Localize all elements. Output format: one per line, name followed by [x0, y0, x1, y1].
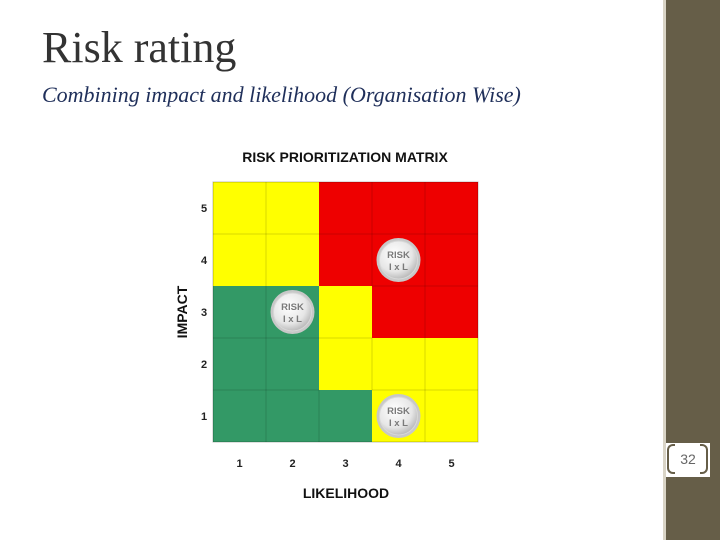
matrix-cell-yellow	[266, 182, 319, 234]
badge-circle	[379, 240, 418, 280]
matrix-cell-green	[213, 338, 266, 390]
matrix-cell-red	[319, 234, 372, 286]
y-tick-label: 2	[201, 359, 207, 371]
y-tick-label: 5	[201, 203, 207, 215]
page-number-bracket-right	[700, 444, 708, 474]
matrix-cell-yellow	[425, 390, 478, 442]
x-tick-label: 3	[342, 458, 348, 470]
matrix-cell-green	[213, 390, 266, 442]
matrix-cell-red	[319, 182, 372, 234]
x-tick-label: 2	[289, 458, 295, 470]
badge-label-bottom: I x L	[283, 314, 302, 325]
badge-label-bottom: I x L	[389, 262, 408, 273]
matrix-cell-red	[372, 286, 425, 338]
x-axis-label: LIKELIHOOD	[303, 485, 389, 501]
matrix-cell-green	[266, 390, 319, 442]
x-tick-label: 5	[448, 458, 454, 470]
badge-label-bottom: I x L	[389, 418, 408, 429]
matrix-cell-yellow	[425, 338, 478, 390]
right-bar-edge	[663, 0, 666, 540]
x-tick-label: 4	[395, 458, 402, 470]
badge-label-top: RISK	[281, 302, 304, 313]
matrix-cell-yellow	[266, 234, 319, 286]
matrix-cell-yellow	[213, 182, 266, 234]
slide-title: Risk rating	[42, 23, 237, 72]
y-axis-label: IMPACT	[174, 285, 190, 338]
matrix-cell-green	[266, 338, 319, 390]
matrix-cell-red	[425, 234, 478, 286]
matrix-cell-yellow	[372, 338, 425, 390]
matrix-cell-red	[425, 286, 478, 338]
matrix-cell-red	[372, 182, 425, 234]
matrix-cell-yellow	[213, 234, 266, 286]
y-tick-label: 1	[201, 411, 207, 423]
badge-label-top: RISK	[387, 406, 410, 417]
badge-label-top: RISK	[387, 250, 410, 261]
matrix-border	[212, 181, 479, 443]
page-number-bracket-left	[667, 444, 675, 474]
matrix-cell-green	[319, 390, 372, 442]
matrix-cell-yellow	[319, 286, 372, 338]
matrix-cell-yellow	[319, 338, 372, 390]
page-number: 32	[680, 451, 696, 467]
y-tick-label: 3	[201, 307, 207, 319]
slide-subtitle: Combining impact and likelihood (Organis…	[42, 82, 521, 107]
badge-circle	[273, 292, 312, 332]
matrix-cell-red	[425, 182, 478, 234]
badge-circle	[379, 396, 418, 436]
y-tick-label: 4	[201, 255, 208, 267]
matrix-cell-green	[213, 286, 266, 338]
matrix-title: RISK PRIORITIZATION MATRIX	[242, 149, 448, 165]
x-tick-label: 1	[236, 458, 242, 470]
